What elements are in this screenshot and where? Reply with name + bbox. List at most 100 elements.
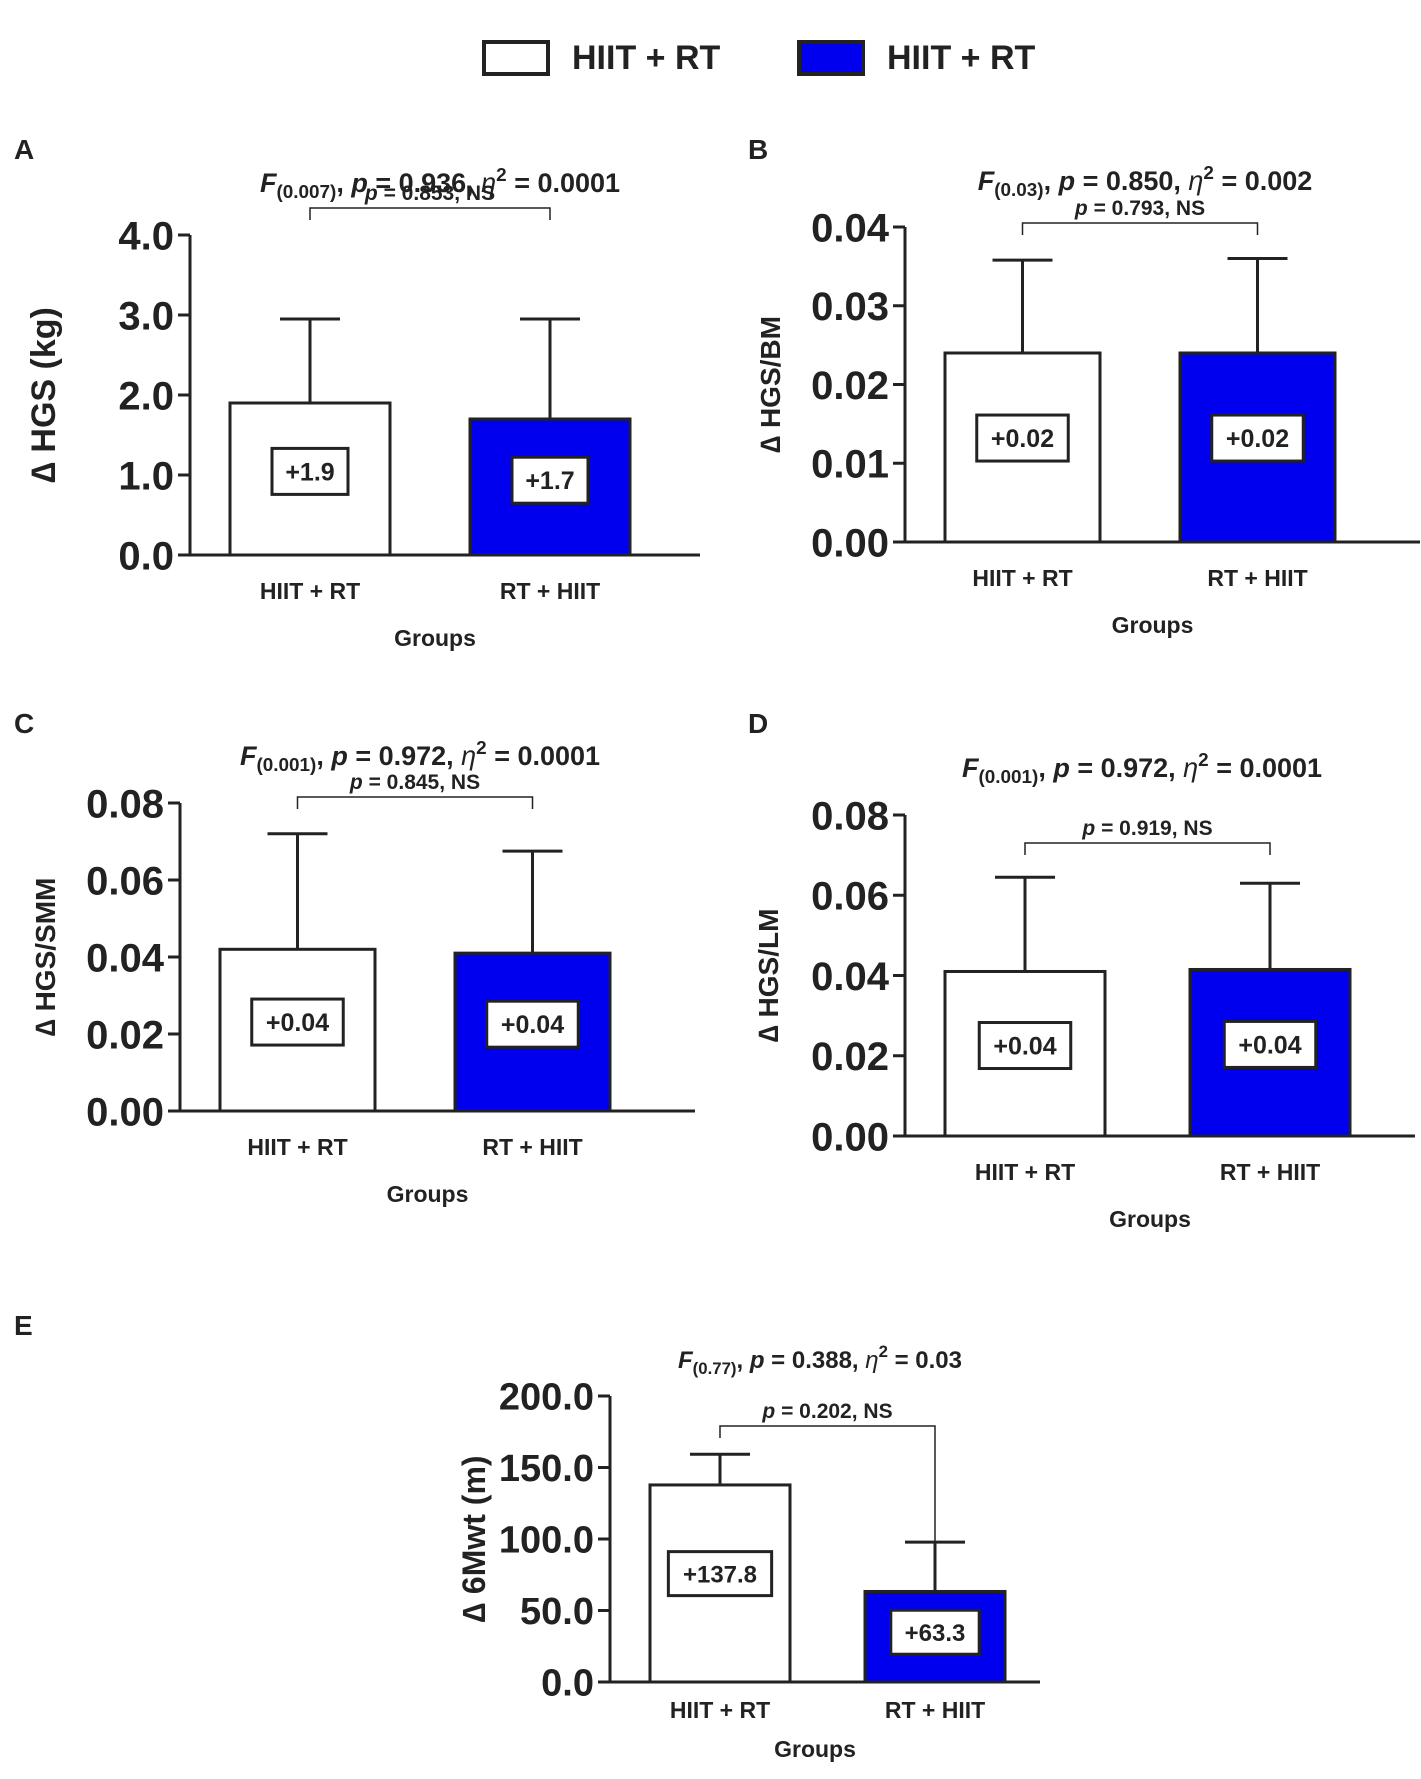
title-eta-value: = 0.03 xyxy=(888,1347,962,1374)
chart-b: F(0.03), p = 0.850, η2 = 0.002 0.00 0.01 0.… xyxy=(755,163,1420,638)
y-tick-label: 3.0 xyxy=(118,294,174,338)
title-eta-superscript: 2 xyxy=(879,1342,888,1361)
title-p: p xyxy=(1058,166,1076,196)
x-tick-label: HIIT + RT xyxy=(247,1134,347,1160)
y-tick-label: 50.0 xyxy=(520,1591,594,1633)
comparison-p: p xyxy=(1074,197,1088,220)
comparison-p: p xyxy=(364,182,378,205)
y-axis-label: ∆ 6Mwt (m) xyxy=(456,1455,492,1622)
title-eta: η xyxy=(1188,166,1203,196)
y-tick-label: 1.0 xyxy=(118,454,174,498)
title-separator: , xyxy=(1038,753,1053,783)
panel-letter-b: B xyxy=(748,134,769,165)
y-tick-label: 0.03 xyxy=(811,285,889,329)
chart-d: F(0.001), p = 0.972, η2 = 0.0001 0.00 0.02… xyxy=(753,750,1415,1232)
y-tick-label: 2.0 xyxy=(118,374,174,418)
chart-title: F(0.001), p = 0.972, η2 = 0.0001 xyxy=(240,738,600,776)
data-label: +0.02 xyxy=(991,425,1054,453)
title-separator: , xyxy=(1044,166,1059,196)
x-tick-label: HIIT + RT xyxy=(260,578,360,604)
title-separator: , xyxy=(336,168,351,198)
y-axis-label: ∆ HGS/SMM xyxy=(30,878,61,1037)
comparison-bracket xyxy=(1024,842,1271,855)
y-tick-label: 150.0 xyxy=(499,1448,594,1490)
title-f-subscript: (0.001) xyxy=(978,767,1038,788)
comparison-bracket xyxy=(1021,222,1259,235)
x-tick-label: HIIT + RT xyxy=(972,565,1072,591)
y-axis-label: ∆ HGS/BM xyxy=(755,316,786,453)
chart-a: F(0.007), p = 0.936, η2 = 0.0001 0.0 1.0 2.… xyxy=(25,165,700,651)
y-tick-label: 0.06 xyxy=(86,859,164,903)
comparison-label: p = 0.202, NS xyxy=(761,1400,892,1423)
title-p-value: = 0.972, xyxy=(348,741,461,771)
chart-c: F(0.001), p = 0.972, η2 = 0.0001 0.00 0.02… xyxy=(30,738,695,1207)
title-separator: , xyxy=(737,1347,750,1374)
y-tick-label: 0.02 xyxy=(811,364,889,408)
title-p: p xyxy=(350,168,368,198)
chart-e: F(0.77), p = 0.388, η2 = 0.03 0.0 50.0 100.… xyxy=(456,1342,1040,1762)
data-label-box xyxy=(250,997,345,1047)
y-tick-label: 0.08 xyxy=(86,782,164,826)
title-separator: , xyxy=(316,741,331,771)
y-tick-label: 0.04 xyxy=(811,206,890,250)
title-p: p xyxy=(330,741,348,771)
title-p-value: = 0.972, xyxy=(1070,753,1183,783)
title-eta: η xyxy=(481,168,496,198)
title-eta-superscript: 2 xyxy=(496,165,507,186)
title-p-value: = 0.936, xyxy=(368,168,481,198)
x-tick-label: RT + HIIT xyxy=(885,1697,985,1723)
comparison-value: = 0.853, NS xyxy=(378,182,495,205)
x-tick-label: HIIT + RT xyxy=(975,1159,1075,1185)
chart-title: F(0.03), p = 0.850, η2 = 0.002 xyxy=(978,163,1313,201)
x-tick-label: RT + HIIT xyxy=(1207,565,1307,591)
data-label: +0.04 xyxy=(501,1011,564,1039)
title-eta-value: = 0.0001 xyxy=(507,168,620,198)
x-tick-label: RT + HIIT xyxy=(1220,1159,1320,1185)
comparison-bracket xyxy=(296,796,534,809)
data-label: +137.8 xyxy=(683,1561,757,1588)
y-tick-label: 100.0 xyxy=(499,1520,594,1562)
title-f: F xyxy=(962,753,980,783)
comparison-label: p = 0.845, NS xyxy=(349,771,480,794)
data-label-box xyxy=(1222,1019,1318,1069)
data-label-box xyxy=(666,1550,774,1598)
title-f: F xyxy=(978,166,996,196)
y-axis-label: ∆ HGS/LM xyxy=(753,909,784,1043)
panel-letter-d: D xyxy=(748,708,769,739)
y-tick-label: 0.04 xyxy=(811,955,890,999)
title-eta: η xyxy=(1183,753,1198,783)
data-label: +0.02 xyxy=(1226,425,1289,453)
chart-title: F(0.001), p = 0.972, η2 = 0.0001 xyxy=(962,750,1322,788)
data-label: +1.7 xyxy=(525,467,574,495)
y-tick-label: 0.04 xyxy=(86,936,165,980)
x-tick-label: RT + HIIT xyxy=(482,1134,582,1160)
data-label-box xyxy=(270,446,350,496)
title-p: p xyxy=(1052,753,1070,783)
title-eta-superscript: 2 xyxy=(1203,163,1214,184)
data-label-box xyxy=(889,1608,981,1656)
data-label-box xyxy=(1210,413,1305,463)
comparison-label: p = 0.919, NS xyxy=(1081,817,1212,840)
comparison-bracket xyxy=(719,1425,936,1543)
title-eta-value: = 0.002 xyxy=(1214,166,1312,196)
comparison-bracket xyxy=(309,207,551,220)
x-axis-label: Groups xyxy=(1109,1206,1191,1232)
comparison-p: p xyxy=(761,1400,775,1423)
y-tick-label: 0.08 xyxy=(811,794,889,838)
title-p-value: = 0.388, xyxy=(765,1347,866,1374)
data-label: +63.3 xyxy=(905,1620,966,1647)
x-axis-label: Groups xyxy=(394,625,476,651)
title-eta-superscript: 2 xyxy=(1198,750,1209,771)
comparison-p: p xyxy=(1081,817,1095,840)
data-label: +0.04 xyxy=(1238,1031,1301,1059)
title-f: F xyxy=(240,741,258,771)
title-f: F xyxy=(678,1347,694,1374)
data-label: +1.9 xyxy=(285,458,334,486)
y-axis-label: ∆ HGS (kg) xyxy=(25,307,63,483)
y-tick-label: 0.00 xyxy=(86,1090,164,1134)
title-f-subscript: (0.001) xyxy=(256,755,316,776)
comparison-value: = 0.919, NS xyxy=(1095,817,1212,840)
x-axis-label: Groups xyxy=(387,1181,469,1207)
title-f-subscript: (0.007) xyxy=(276,182,336,203)
x-axis-label: Groups xyxy=(774,1736,856,1762)
